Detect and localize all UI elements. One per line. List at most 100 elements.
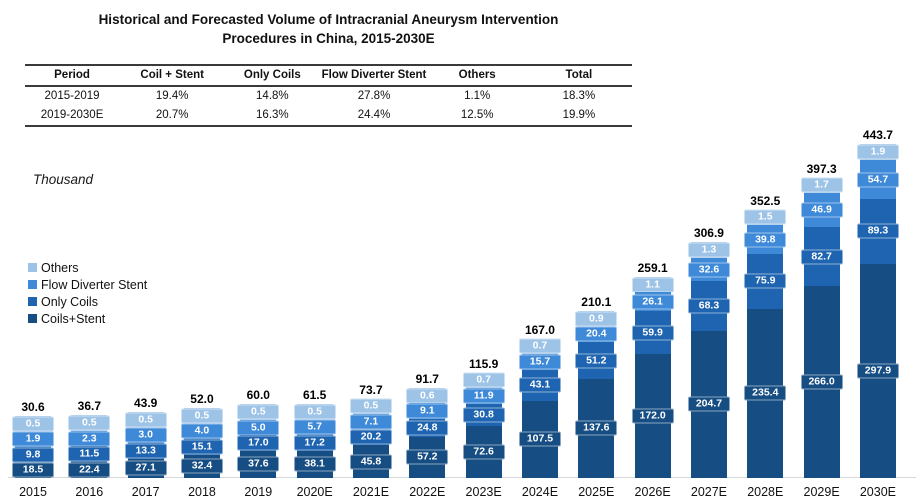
bar-segment-only-coils: 15.1 (180, 439, 223, 455)
legend-item-others: Others (28, 259, 147, 276)
bar-2027E: 1.3 32.6 68.3 204.7 (687, 242, 730, 478)
bar-total-label: 43.9 (133, 396, 158, 410)
bar-2030E: 1.9 54.7 89.3 297.9 (856, 144, 899, 478)
cell-flow-diverter-stent: 27.8% (357, 90, 391, 102)
cell-total: 19.9% (562, 109, 596, 121)
segment-value-label: 5.0 (237, 420, 280, 436)
segment-value-label: 0.5 (68, 415, 111, 431)
segment-value-label: 0.5 (293, 404, 336, 420)
bar-segment-flow-diverter-stent: 39.8 (744, 225, 787, 254)
bar-segment-only-coils: 43.1 (518, 369, 561, 401)
x-axis-tick-label: 2017 (131, 485, 160, 499)
table-header-row: Period Coil + Stent Only Coils Flow Dive… (25, 65, 632, 87)
bar-total-label: 30.6 (21, 400, 45, 414)
bar-total-label: 60.0 (246, 388, 270, 403)
segment-value-label: 54.7 (856, 172, 899, 188)
segment-value-label: 1.9 (12, 431, 54, 447)
cell-others: 1.1% (464, 90, 491, 102)
segment-value-label: 43.1 (518, 377, 561, 393)
bar-segment-others: 1.5 (744, 209, 787, 226)
segment-value-label: 0.5 (237, 404, 280, 420)
segment-value-label: 204.7 (687, 396, 730, 412)
legend-swatch-flow-diverter-stent (28, 280, 37, 289)
x-axis-tick-label: 2023E (465, 485, 502, 499)
bar-2024E: 0.7 15.7 43.1 107.5 (518, 338, 561, 478)
segment-value-label: 0.5 (180, 408, 223, 424)
segment-value-label: 82.7 (800, 249, 843, 265)
col-header-period: Period (25, 65, 120, 87)
segment-value-label: 0.5 (349, 398, 392, 414)
bar-segment-others: 1.3 (687, 242, 730, 258)
segment-value-label: 17.2 (293, 435, 336, 451)
bar-segment-coils-stent: 22.4 (68, 461, 111, 478)
segment-value-label: 24.8 (406, 420, 449, 436)
bar-segment-others: 0.5 (237, 404, 280, 420)
bar-segment-only-coils: 24.8 (406, 418, 449, 437)
table-row: 2015-2019 19.4% 14.8% 27.8% 1.1% 18.3% (25, 86, 632, 106)
cell-only-coils: 14.8% (256, 90, 289, 102)
segment-value-label: 51.2 (575, 353, 618, 368)
segment-value-label: 75.9 (744, 273, 787, 289)
x-axis-tick-label: 2015 (19, 485, 47, 499)
segment-value-label: 11.9 (462, 388, 505, 404)
bar-2016: 0.5 2.3 11.5 22.4 (68, 415, 111, 478)
bar-total-label: 91.7 (415, 371, 439, 386)
bar-segment-flow-diverter-stent: 26.1 (631, 292, 674, 312)
bar-segment-coils-stent: 38.1 (293, 450, 336, 478)
bar-segment-coils-stent: 172.0 (631, 354, 674, 478)
bar-total-label: 52.0 (190, 392, 214, 407)
bar-segment-only-coils: 17.0 (237, 435, 280, 451)
legend: Others Flow Diverter Stent Only Coils Co… (28, 259, 147, 327)
col-header-total: Total (525, 65, 632, 87)
bar-segment-coils-stent: 137.6 (575, 378, 618, 478)
bar-segment-others: 0.7 (518, 338, 561, 355)
segment-value-label: 22.4 (68, 462, 111, 478)
segment-value-label: 1.9 (856, 144, 899, 160)
segment-value-label: 30.8 (462, 407, 505, 423)
cell-coil-stent: 20.7% (155, 109, 189, 121)
bar-2028E: 1.5 39.8 75.9 235.4 (744, 209, 787, 478)
bar-segment-only-coils: 17.2 (293, 435, 336, 451)
bar-segment-others: 0.5 (349, 398, 392, 415)
bar-total-label: 73.7 (359, 382, 383, 397)
segment-value-label: 27.1 (124, 460, 167, 476)
chart-title-line1: Historical and Forecasted Volume of Intr… (98, 12, 559, 27)
legend-label: Coils+Stent (41, 311, 106, 326)
bar-segment-others: 0.9 (575, 311, 618, 327)
bar-segment-flow-diverter-stent: 9.1 (406, 403, 449, 419)
bar-segment-coils-stent: 107.5 (518, 400, 561, 478)
segment-value-label: 0.7 (518, 338, 561, 354)
cell-coil-stent: 19.4% (155, 90, 189, 102)
bar-total-label: 352.5 (750, 193, 781, 208)
bar-2015: 0.5 1.9 9.8 18.5 (12, 416, 54, 478)
segment-value-label: 3.0 (124, 427, 167, 443)
col-header-only-coils: Only Coils (225, 65, 320, 87)
bar-segment-flow-diverter-stent: 5.0 (237, 419, 280, 436)
segment-value-label: 89.3 (856, 223, 899, 239)
bar-2017: 0.5 3.0 13.3 27.1 (124, 412, 167, 478)
bar-segment-only-coils: 51.2 (575, 342, 618, 379)
bar-segment-flow-diverter-stent: 46.9 (800, 193, 843, 227)
segment-value-label: 20.4 (575, 326, 618, 342)
bar-segment-others: 1.1 (631, 276, 674, 293)
cagr-table-wrap: Period Coil + Stent Only Coils Flow Dive… (25, 64, 632, 127)
bar-segment-others: 1.7 (800, 177, 843, 194)
segment-value-label: 39.8 (744, 232, 787, 248)
bar-2022E: 0.6 9.1 24.8 57.2 (406, 387, 449, 478)
segment-value-label: 0.5 (124, 412, 167, 428)
bar-segment-flow-diverter-stent: 20.4 (575, 326, 618, 343)
bar-segment-only-coils: 89.3 (856, 199, 899, 264)
x-axis-tick-label: 2022E (409, 485, 446, 499)
cell-others: 12.5% (460, 109, 494, 121)
bar-segment-flow-diverter-stent: 11.9 (462, 388, 505, 404)
segment-value-label: 1.5 (744, 209, 787, 225)
bar-segment-only-coils: 75.9 (744, 253, 787, 309)
x-axis-tick-label: 2028E (747, 485, 784, 499)
bar-segment-others: 0.5 (68, 415, 111, 431)
segment-value-label: 13.3 (124, 443, 167, 459)
bar-segment-only-coils: 30.8 (462, 403, 505, 426)
bar-segment-only-coils: 20.2 (349, 429, 392, 446)
legend-swatch-others (28, 263, 37, 272)
bar-segment-only-coils: 11.5 (68, 446, 111, 462)
x-axis-tick-label: 2024E (521, 485, 559, 499)
